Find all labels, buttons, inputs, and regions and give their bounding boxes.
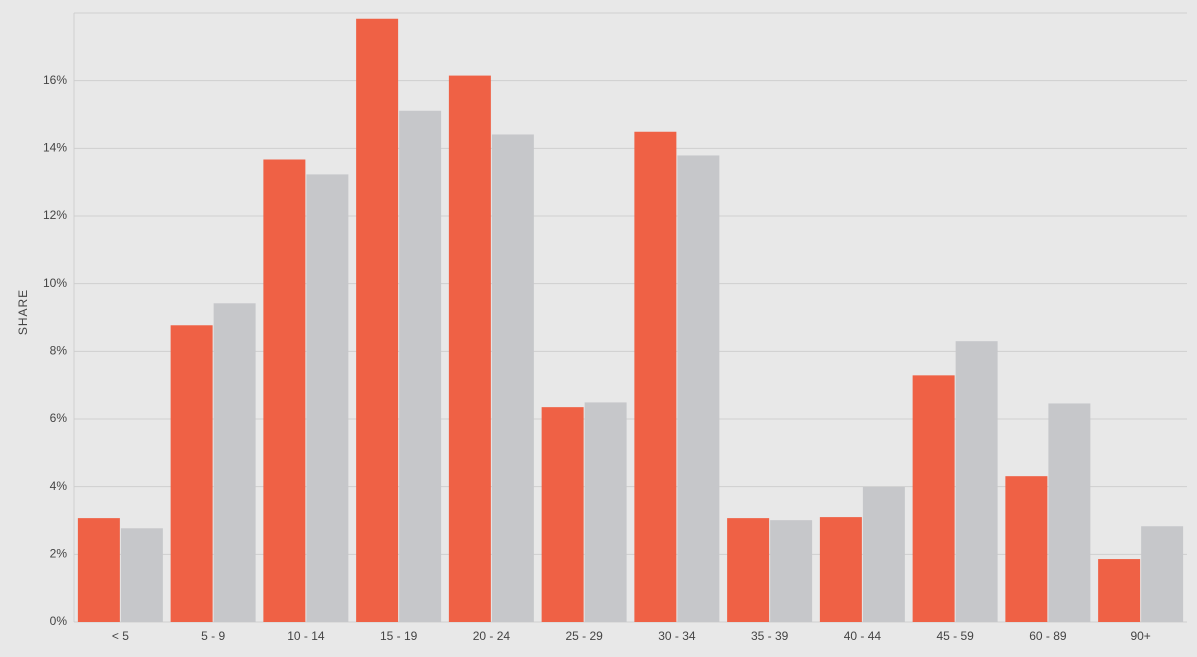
x-tick-label: 35 - 39 xyxy=(751,629,789,643)
y-tick-label: 0% xyxy=(50,614,68,628)
y-tick-label: 14% xyxy=(43,141,67,155)
y-axis-title: SHARE xyxy=(16,289,30,335)
bar xyxy=(677,155,720,622)
bar xyxy=(1141,526,1184,622)
x-tick-label: 10 - 14 xyxy=(287,629,325,643)
x-tick-label: 90+ xyxy=(1130,629,1150,643)
bar xyxy=(120,528,163,622)
bar xyxy=(541,407,584,622)
y-tick-label: 6% xyxy=(50,411,68,425)
x-tick-label: 25 - 29 xyxy=(565,629,603,643)
bar xyxy=(955,341,998,622)
bar xyxy=(770,520,813,622)
y-tick-label: 4% xyxy=(50,479,68,493)
bar xyxy=(399,110,442,623)
bar xyxy=(1098,559,1141,622)
bar xyxy=(634,131,677,622)
bar xyxy=(213,303,256,622)
y-tick-label: 16% xyxy=(43,73,67,87)
bar xyxy=(862,487,905,622)
x-tick-label: < 5 xyxy=(112,629,129,643)
x-tick-label: 20 - 24 xyxy=(473,629,511,643)
bar xyxy=(1005,476,1048,622)
bar xyxy=(912,375,955,622)
bar xyxy=(77,518,120,622)
bar xyxy=(448,75,491,622)
bar xyxy=(1048,403,1091,622)
x-tick-label: 40 - 44 xyxy=(844,629,882,643)
bar xyxy=(263,159,306,622)
x-tick-label: 15 - 19 xyxy=(380,629,418,643)
x-tick-label: 60 - 89 xyxy=(1029,629,1067,643)
bar xyxy=(170,325,213,622)
x-tick-label: 30 - 34 xyxy=(658,629,696,643)
bar xyxy=(727,518,770,622)
y-tick-label: 8% xyxy=(50,344,68,358)
bar xyxy=(491,134,534,622)
y-tick-label: 2% xyxy=(50,547,68,561)
bar xyxy=(356,18,399,623)
x-tick-label: 5 - 9 xyxy=(201,629,225,643)
y-tick-label: 12% xyxy=(43,208,67,222)
bar xyxy=(584,402,627,622)
x-tick-label: 45 - 59 xyxy=(936,629,974,643)
y-tick-label: 10% xyxy=(43,276,67,290)
bar xyxy=(819,517,862,622)
bar xyxy=(306,174,349,622)
